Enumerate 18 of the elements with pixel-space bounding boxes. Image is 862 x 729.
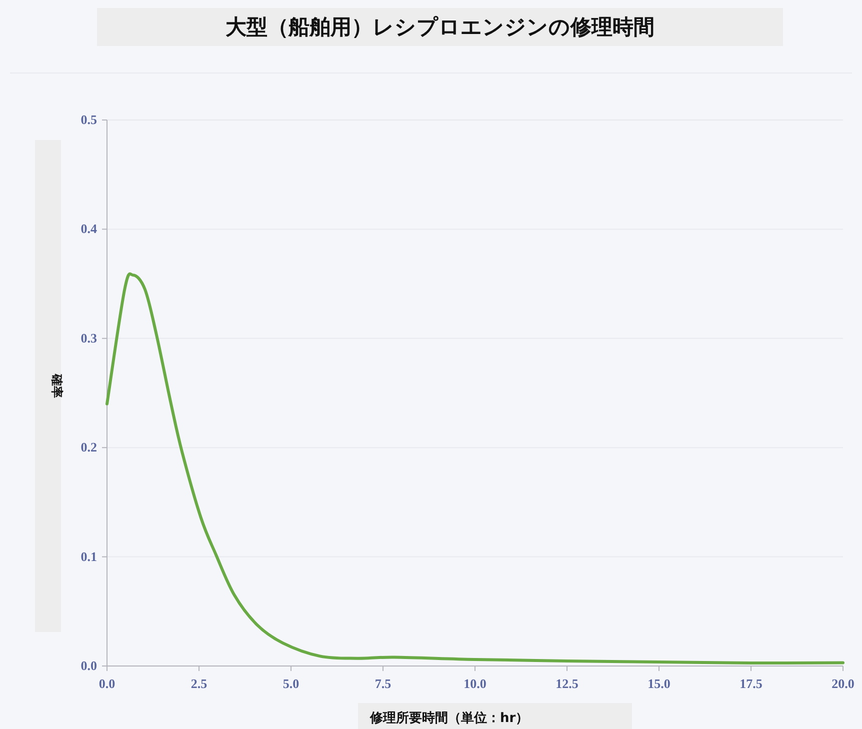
y-tick-label: 0.5	[80, 112, 98, 127]
chart-title: 大型（船舶用）レシプロエンジンの修理時間	[226, 15, 654, 39]
y-tick-label: 0.3	[80, 330, 98, 346]
x-tick-label: 12.5	[556, 676, 579, 691]
y-tick-label: 0.2	[80, 440, 97, 455]
x-tick-label: 2.5	[190, 676, 208, 691]
y-axis-title: 確率	[50, 373, 64, 398]
x-tick-label: 5.0	[282, 676, 300, 691]
x-tick-label: 10.0	[464, 676, 486, 691]
x-axis-title: 修理所要時間（単位：hr）	[369, 710, 529, 726]
x-tick-label: 17.5	[740, 676, 763, 691]
y-tick-label: 0.0	[80, 658, 97, 673]
x-tick-label: 20.0	[832, 676, 854, 691]
x-tick-label: 0.0	[98, 676, 116, 691]
y-tick-label: 0.4	[80, 221, 98, 236]
y-tick-label: 0.1	[80, 548, 97, 564]
x-tick-label: 7.5	[374, 676, 392, 691]
x-tick-label: 15.0	[648, 676, 670, 691]
